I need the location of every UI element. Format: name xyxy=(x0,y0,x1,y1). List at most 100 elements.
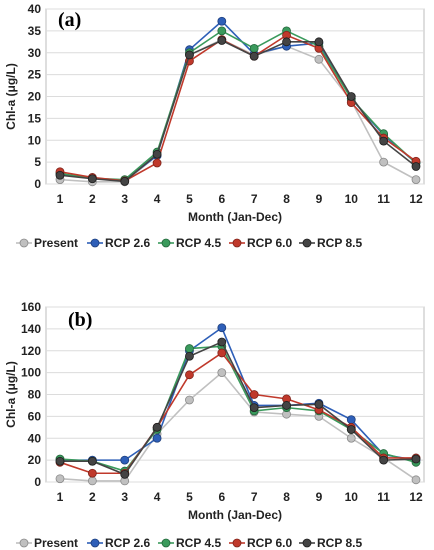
x-tick-label: 4 xyxy=(154,192,161,206)
series-line xyxy=(59,20,417,182)
legend-marker xyxy=(161,538,171,548)
data-point xyxy=(87,468,97,478)
x-tick-label: 2 xyxy=(89,192,96,206)
data-point xyxy=(346,433,356,443)
legend-label: RCP 6.0 xyxy=(247,536,292,550)
legend-marker xyxy=(19,238,29,248)
y-tick-label: 60 xyxy=(28,409,42,423)
legend-label: RCP 8.5 xyxy=(317,536,362,550)
data-point xyxy=(87,174,97,184)
y-tick-label: 0 xyxy=(34,177,41,191)
y-tick-label: 30 xyxy=(28,46,42,60)
legend-marker xyxy=(232,238,242,248)
data-point xyxy=(217,368,227,378)
data-point xyxy=(120,469,130,479)
legend: Present RCP 2.6 RCP 4.5 RCP 6.0 RCP 8.5 xyxy=(16,236,362,250)
x-tick-label: 4 xyxy=(154,490,161,504)
x-tick-label: 11 xyxy=(377,490,390,504)
legend-marker xyxy=(90,538,100,548)
data-point xyxy=(379,136,389,146)
legend-item: RCP 6.0 xyxy=(229,536,292,550)
y-tick-label: 80 xyxy=(28,388,42,402)
x-tick-label: 2 xyxy=(89,490,96,504)
legend-label: RCP 2.6 xyxy=(105,536,150,550)
data-point xyxy=(346,415,356,425)
data-point xyxy=(217,16,227,26)
x-tick-label: 12 xyxy=(409,490,423,504)
y-tick-label: 10 xyxy=(28,133,42,147)
series-line xyxy=(60,340,417,476)
y-tick-label: 15 xyxy=(28,111,42,125)
data-point xyxy=(249,43,259,53)
data-point xyxy=(152,158,162,168)
data-point xyxy=(314,54,324,64)
legend-label: RCP 6.0 xyxy=(247,236,292,250)
x-tick-label: 1 xyxy=(57,490,64,504)
series-line xyxy=(59,351,416,475)
legend-label: RCP 2.6 xyxy=(105,236,150,250)
legend-marker xyxy=(232,538,242,548)
x-tick-label: 10 xyxy=(345,192,359,206)
series-line xyxy=(59,39,417,183)
legend: Present RCP 2.6 RCP 4.5 RCP 6.0 RCP 8.5 xyxy=(16,536,362,550)
series-rcp-4-5 xyxy=(55,26,421,185)
legend-label: Present xyxy=(34,236,78,250)
data-point xyxy=(411,475,421,485)
x-tick-label: 8 xyxy=(283,490,290,504)
legend-label: Present xyxy=(34,536,78,550)
legend-item: RCP 8.5 xyxy=(299,536,362,550)
series-line xyxy=(59,34,417,182)
data-point xyxy=(120,455,130,465)
y-tick-label: 100 xyxy=(21,366,41,380)
data-point xyxy=(217,36,227,45)
x-axis-label: Month (Jan-Dec) xyxy=(188,508,282,522)
data-point xyxy=(152,433,162,443)
legend-marker xyxy=(19,538,29,548)
y-tick-label: 160 xyxy=(21,300,41,314)
x-tick-label: 10 xyxy=(345,490,359,504)
y-tick-label: 40 xyxy=(28,431,42,445)
data-point xyxy=(314,37,324,47)
data-point xyxy=(185,50,194,60)
x-tick-label: 1 xyxy=(57,192,64,206)
series-present xyxy=(55,35,421,187)
series-rcp-4-5 xyxy=(55,341,421,476)
x-tick-label: 7 xyxy=(251,490,258,504)
x-tick-label: 6 xyxy=(218,192,225,206)
legend-marker xyxy=(161,238,171,248)
y-tick-label: 20 xyxy=(28,453,42,467)
series-line xyxy=(60,326,417,461)
series-rcp-2-6 xyxy=(55,16,421,185)
data-point xyxy=(185,344,194,353)
legend-item: RCP 8.5 xyxy=(299,236,362,250)
legend-label: RCP 4.5 xyxy=(176,236,221,250)
x-tick-label: 3 xyxy=(121,490,128,504)
data-point xyxy=(120,176,130,186)
data-point xyxy=(217,348,227,358)
data-point xyxy=(217,323,227,333)
x-tick-label: 7 xyxy=(251,192,258,206)
data-point xyxy=(314,399,324,409)
data-point xyxy=(411,162,421,171)
data-point xyxy=(249,403,259,413)
y-tick-label: 40 xyxy=(28,2,42,16)
legend-item: RCP 2.6 xyxy=(87,536,150,550)
x-tick-label: 3 xyxy=(121,192,128,206)
data-point xyxy=(217,337,227,347)
data-point xyxy=(379,455,389,465)
legend-item: RCP 6.0 xyxy=(229,236,292,250)
legend-item: RCP 4.5 xyxy=(158,536,221,550)
data-point xyxy=(152,149,162,159)
y-tick-label: 20 xyxy=(28,90,42,104)
legend-label: RCP 8.5 xyxy=(317,236,362,250)
data-point xyxy=(282,401,291,410)
x-tick-label: 6 xyxy=(218,490,225,504)
data-point xyxy=(185,370,194,380)
data-point xyxy=(411,454,421,464)
legend-item: Present xyxy=(16,236,78,250)
data-point xyxy=(346,425,356,434)
data-point xyxy=(55,474,65,484)
legend-item: Present xyxy=(16,536,78,550)
